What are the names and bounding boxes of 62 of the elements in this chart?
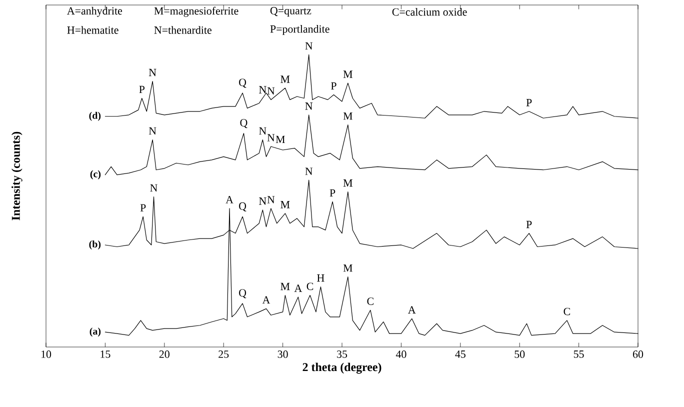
annotation: M [343, 70, 352, 78]
annotation: N [267, 87, 275, 95]
annotation: N [305, 168, 313, 175]
x-tick-label: 55 [574, 350, 584, 358]
annotation: Q [239, 78, 246, 88]
x-tick-label: 10 [41, 350, 52, 358]
annotation: Q [239, 202, 246, 212]
annotation: M [343, 264, 352, 272]
x-tick-label: 45 [455, 350, 466, 358]
annotation: N [148, 68, 156, 76]
annotation: N [150, 184, 158, 192]
text: H=hematite [67, 26, 118, 34]
annotation: A [262, 296, 270, 304]
annotation: M [343, 112, 352, 120]
annotation: P [330, 189, 336, 197]
annotation: N [259, 86, 266, 94]
x-tick-label: 25 [218, 350, 229, 358]
annotation: C [306, 282, 314, 290]
x-tick-label: 30 [278, 350, 288, 358]
x-tick-label: 60 [632, 350, 644, 358]
annotation: N [305, 102, 313, 110]
annotation: P [526, 99, 532, 106]
annotation: N [259, 198, 266, 205]
y-axis-title: Intensity (counts) [11, 132, 22, 220]
x-axis-title: 2 theta (degree) [302, 362, 382, 374]
x-tick-label: 40 [396, 350, 406, 358]
annotation: P [139, 86, 145, 94]
annotation: C [367, 298, 374, 305]
annotation: A [226, 196, 234, 204]
annotation: Q [239, 289, 246, 298]
x-tick-label: 50 [514, 350, 525, 358]
annotation: A [294, 284, 302, 292]
text: A=anhydrite [67, 6, 122, 17]
x-tick-label: 15 [100, 350, 110, 358]
text: P=portlandite [270, 25, 330, 35]
annotation: A [408, 306, 416, 314]
annotation: M [280, 201, 290, 208]
annotation: C [564, 308, 570, 316]
text: M=magnesioferrite [154, 6, 238, 17]
annotation: H [317, 274, 324, 282]
annotation: N [267, 196, 275, 204]
x-tick-label: 35 [337, 350, 348, 358]
annotation: P [330, 82, 336, 90]
text: C=calcium oxide [392, 8, 467, 16]
annotation: M [343, 179, 352, 187]
annotation: N [267, 134, 275, 142]
series-label: (d) [89, 112, 101, 121]
series-label: (a) [90, 328, 101, 337]
series-label: (c) [90, 170, 101, 180]
series-label: (b) [89, 240, 101, 250]
annotation: N [305, 42, 313, 50]
annotation: P [526, 220, 532, 228]
annotation: M [280, 282, 290, 290]
annotation: N [148, 127, 156, 135]
x-tick-label: 20 [159, 350, 170, 358]
text: N=thenardite [154, 26, 212, 34]
text: Q=quartz [270, 7, 312, 17]
annotation: M [280, 76, 290, 83]
annotation: P [140, 204, 146, 212]
annotation: Q [240, 119, 248, 128]
annotation: M [276, 136, 285, 144]
annotation: N [259, 127, 266, 135]
